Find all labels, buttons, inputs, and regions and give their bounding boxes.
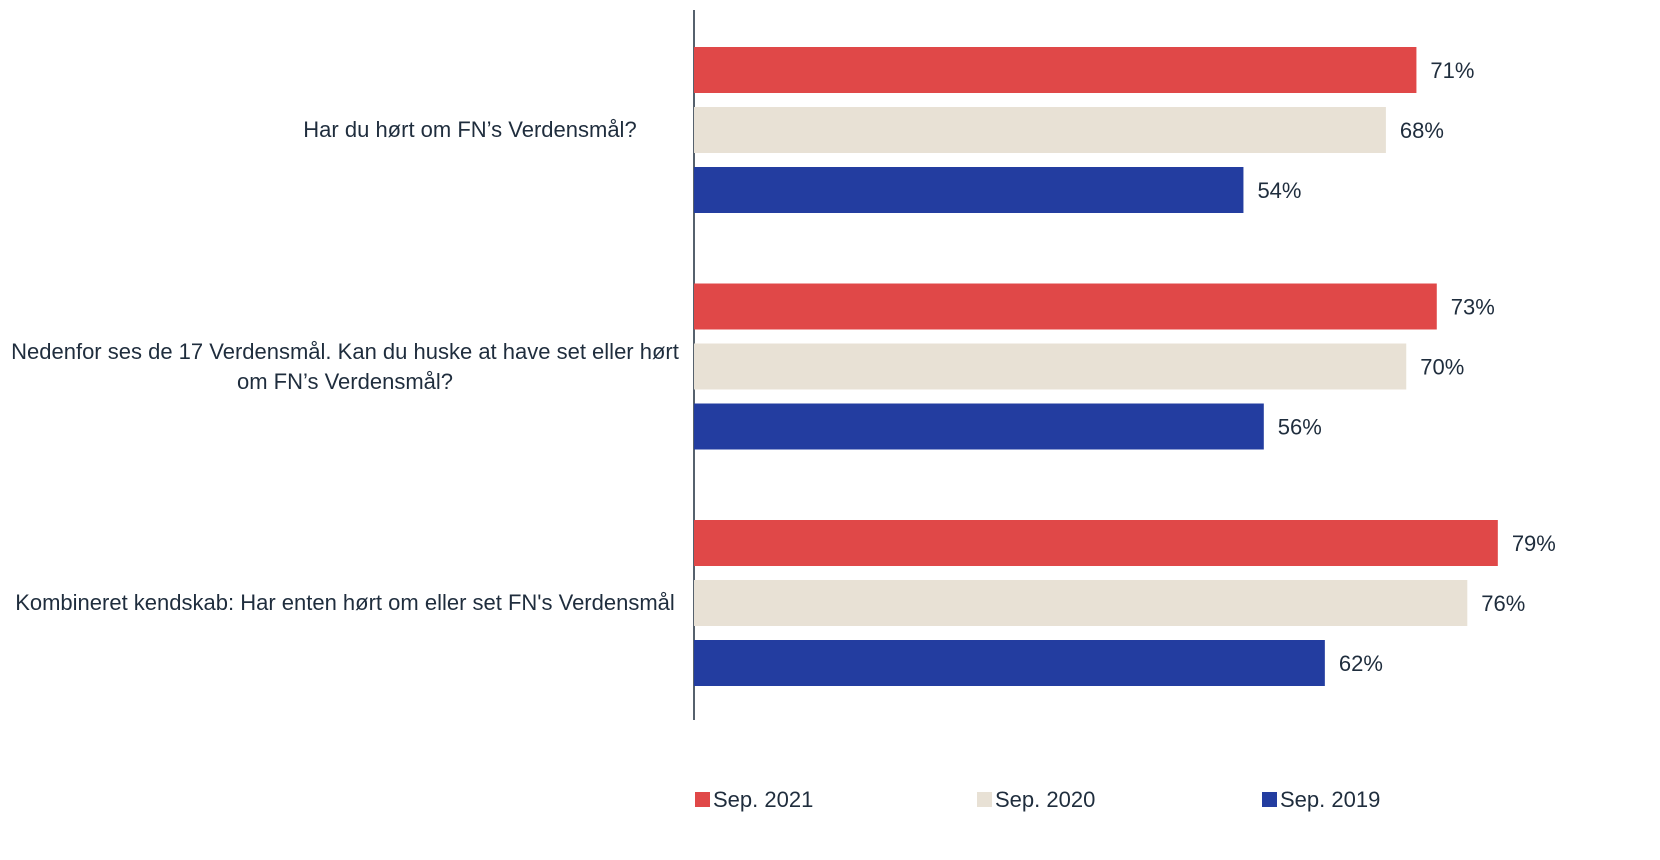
- data-label: 54%: [1257, 178, 1301, 203]
- data-label: 62%: [1339, 651, 1383, 676]
- legend-label: Sep. 2020: [995, 787, 1095, 812]
- bar: [694, 580, 1468, 626]
- data-label: 79%: [1512, 531, 1556, 556]
- bar: [694, 107, 1386, 153]
- legend-swatch: [1262, 792, 1277, 807]
- bar: [694, 47, 1417, 93]
- bar: [694, 343, 1407, 390]
- category-label: Har du hørt om FN’s Verdensmål?: [303, 117, 637, 142]
- legend-swatch: [695, 792, 710, 807]
- bar: [694, 640, 1325, 686]
- data-label: 56%: [1278, 414, 1322, 439]
- data-label: 71%: [1430, 58, 1474, 83]
- legend-swatch: [977, 792, 992, 807]
- bar: [694, 283, 1437, 330]
- data-label: 70%: [1420, 354, 1464, 379]
- bar: [694, 403, 1264, 450]
- data-label: 68%: [1400, 118, 1444, 143]
- legend-label: Sep. 2021: [713, 787, 813, 812]
- legend-label: Sep. 2019: [1280, 787, 1380, 812]
- category-label: Kombineret kendskab: Har enten hørt om e…: [15, 590, 675, 615]
- category-label: Nedenfor ses de 17 Verdensmål. Kan du hu…: [11, 338, 679, 394]
- data-label: 76%: [1481, 591, 1525, 616]
- bar: [694, 520, 1498, 566]
- data-label: 73%: [1451, 294, 1495, 319]
- bar: [694, 167, 1244, 213]
